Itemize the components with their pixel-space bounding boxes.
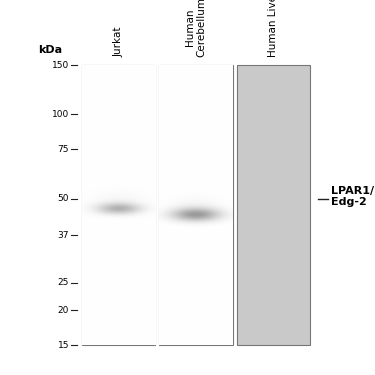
Text: 75: 75 xyxy=(57,145,69,154)
Text: 20: 20 xyxy=(58,306,69,315)
Bar xyxy=(159,65,232,345)
Text: 100: 100 xyxy=(52,110,69,119)
Text: Jurkat: Jurkat xyxy=(114,27,124,57)
Text: 37: 37 xyxy=(57,231,69,240)
Text: Human
Cerebellum: Human Cerebellum xyxy=(185,0,207,57)
Bar xyxy=(237,65,310,345)
Bar xyxy=(82,65,155,345)
Text: 50: 50 xyxy=(57,194,69,203)
Text: 150: 150 xyxy=(52,60,69,69)
Text: kDa: kDa xyxy=(38,45,62,55)
Text: Human Liver: Human Liver xyxy=(268,0,278,57)
Text: 25: 25 xyxy=(58,278,69,287)
Text: 15: 15 xyxy=(57,340,69,350)
Text: LPAR1/
Edg-2: LPAR1/ Edg-2 xyxy=(331,186,374,207)
